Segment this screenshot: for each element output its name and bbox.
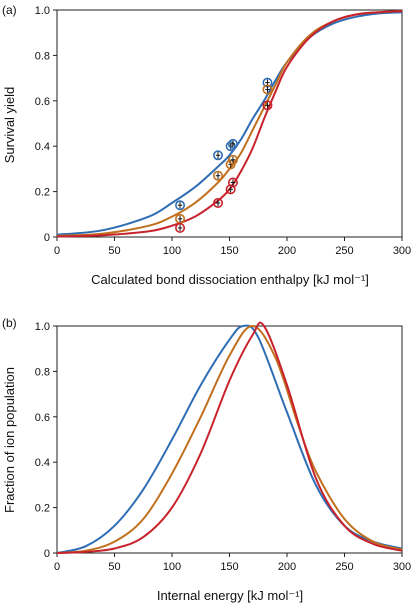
panel-b-x-tick-label: 50 bbox=[108, 561, 120, 573]
panel-a-data-point bbox=[225, 184, 236, 195]
panel-b-plot-frame bbox=[56, 325, 403, 554]
panel-a-x-tick-label: 150 bbox=[220, 245, 238, 257]
panel-b-series-line bbox=[56, 325, 403, 554]
panel-b-x-axis-label: Internal energy [kJ mol⁻¹] bbox=[157, 588, 303, 603]
panel-b-x-tick-label: 300 bbox=[393, 561, 411, 573]
panel-b-y-axis-label: Fraction of ion population bbox=[2, 367, 17, 513]
panel-b-y-tick-label: 0 bbox=[44, 548, 50, 560]
panel-a-y-tick-label: 0.2 bbox=[35, 187, 50, 199]
panel-a-y-tick-label: 0.6 bbox=[35, 96, 50, 108]
panel-a-axes: 0 50 100 150 200 250 300 0 0.2 0.4 0.6 0.8 1.0 bbox=[35, 5, 411, 257]
panel-b-curves bbox=[56, 321, 403, 554]
panel-b: (b) 0 50 100 150 200 250 300 0 0.2 0.4 0.6 0.8 1.0 I… bbox=[2, 316, 411, 603]
panel-a-data-point bbox=[213, 170, 224, 181]
panel-a-y-axis-label: Survival yield bbox=[2, 87, 17, 164]
panel-a-x-tick-label: 300 bbox=[393, 245, 411, 257]
panel-a-data-point bbox=[262, 100, 273, 111]
panel-label-b: (b) bbox=[2, 316, 17, 330]
panel-a-y-tick-label: 0 bbox=[44, 232, 50, 244]
panel-a-y-tick-label: 1.0 bbox=[35, 5, 50, 17]
panel-a-data-point bbox=[213, 197, 224, 208]
panel-a-data-point bbox=[227, 177, 238, 188]
panel-b-x-tick-label: 100 bbox=[163, 561, 181, 573]
panel-a-x-tick-label: 200 bbox=[278, 245, 296, 257]
panel-a-plot-frame bbox=[56, 9, 403, 238]
panel-a-series-line bbox=[56, 11, 403, 236]
panel-b-y-tick-label: 0.2 bbox=[35, 503, 50, 515]
panel-a-series-line bbox=[56, 10, 403, 238]
panel-a-curves bbox=[56, 10, 403, 238]
panel-a-x-tick-label: 0 bbox=[54, 245, 60, 257]
panel-a-y-tick-label: 0.4 bbox=[35, 141, 50, 153]
panel-a: (a) 0 50 100 150 200 250 300 0 0.2 0.4 0.6 0.8 1.0 C… bbox=[2, 3, 411, 287]
panel-a-data-point bbox=[227, 138, 238, 149]
panel-b-series-line bbox=[56, 321, 403, 554]
panel-b-y-tick-label: 0.8 bbox=[35, 366, 50, 378]
panel-b-axes: 0 50 100 150 200 250 300 0 0.2 0.4 0.6 0.8 1.0 bbox=[35, 321, 411, 573]
panel-b-y-tick-label: 1.0 bbox=[35, 321, 50, 333]
panel-b-x-tick-label: 250 bbox=[335, 561, 353, 573]
panel-a-x-tick-label: 100 bbox=[163, 245, 181, 257]
panel-a-series-line bbox=[56, 10, 403, 237]
panel-a-points bbox=[175, 77, 273, 233]
panel-b-x-tick-label: 200 bbox=[278, 561, 296, 573]
panel-a-x-tick-label: 250 bbox=[335, 245, 353, 257]
panel-b-series-line bbox=[56, 324, 403, 554]
panel-label-a: (a) bbox=[2, 3, 17, 17]
panel-a-data-point bbox=[175, 200, 186, 211]
panel-a-x-axis-label: Calculated bond dissociation enthalpy [k… bbox=[91, 272, 369, 287]
panel-a-data-point bbox=[262, 84, 273, 95]
panel-a-x-tick-label: 50 bbox=[108, 245, 120, 257]
panel-a-data-point bbox=[227, 154, 238, 165]
panel-b-y-tick-label: 0.6 bbox=[35, 412, 50, 424]
panel-b-y-tick-label: 0.4 bbox=[35, 457, 50, 469]
panel-a-data-point bbox=[213, 150, 224, 161]
panel-b-x-tick-label: 0 bbox=[54, 561, 60, 573]
panel-a-data-point bbox=[225, 141, 236, 152]
panel-a-y-tick-label: 0.8 bbox=[35, 50, 50, 62]
panel-a-data-point bbox=[175, 222, 186, 233]
panel-b-x-tick-label: 150 bbox=[220, 561, 238, 573]
